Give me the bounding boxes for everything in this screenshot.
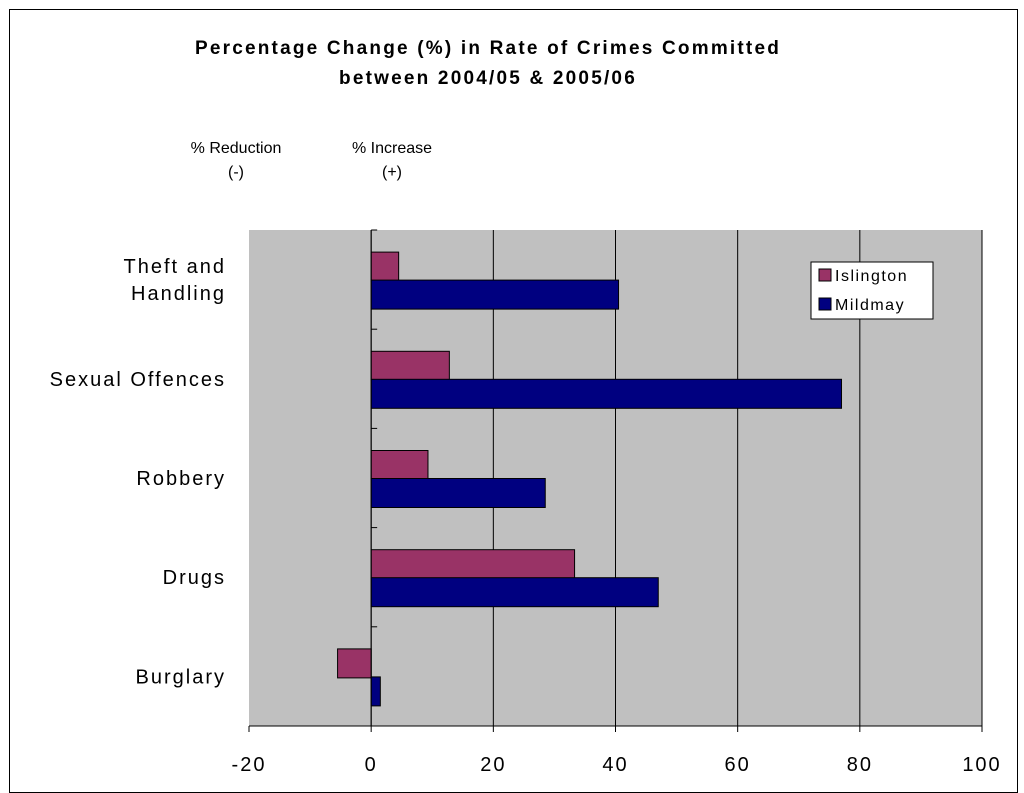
category-label: Theft and [123, 256, 226, 278]
legend-label-mildmay: Mildmay [835, 297, 905, 314]
x-tick-label: 0 [365, 754, 378, 776]
bar-mildmay [370, 577, 659, 608]
legend-swatch-mildmay [818, 297, 832, 311]
x-tick-label: 40 [602, 754, 628, 776]
category-label: Robbery [136, 468, 226, 490]
bar-islington [370, 549, 576, 580]
legend-label-islington: Islington [835, 268, 908, 285]
legend: Islington Mildmay [810, 261, 934, 320]
bar-islington [370, 251, 400, 282]
category-label: Sexual Offences [50, 369, 226, 391]
chart-title-line-1: Percentage Change (%) in Rate of Crimes … [195, 38, 781, 59]
bar-islington [337, 648, 372, 679]
chart-title-line-2: between 2004/05 & 2005/06 [339, 68, 637, 89]
bar-mildmay [370, 378, 843, 409]
x-tick-label: -20 [232, 754, 267, 776]
legend-swatch-islington [818, 268, 832, 282]
reduction-sign: (-) [228, 164, 244, 181]
x-tick-label: 100 [962, 754, 1001, 776]
bar-mildmay [370, 676, 381, 707]
axes [248, 229, 983, 732]
x-tick-label: 20 [480, 754, 506, 776]
bar-mildmay [370, 478, 546, 508]
category-label: Burglary [136, 666, 226, 688]
category-labels: Theft and Handling Sexual Offences Robbery D… [50, 256, 226, 688]
bar-mildmay [370, 279, 620, 310]
category-label: Drugs [163, 567, 226, 589]
reduction-label: % Reduction [191, 140, 282, 157]
increase-sign: (+) [382, 164, 402, 181]
increase-label: % Increase [352, 140, 432, 157]
bar-islington [370, 350, 450, 381]
bar-islington [370, 450, 429, 480]
x-tick-labels: -20 0 20 40 60 80 100 [232, 754, 1001, 776]
x-tick-label: 60 [725, 754, 751, 776]
x-tick-label: 80 [847, 754, 873, 776]
category-label: Handling [131, 283, 226, 305]
bars [337, 251, 843, 707]
